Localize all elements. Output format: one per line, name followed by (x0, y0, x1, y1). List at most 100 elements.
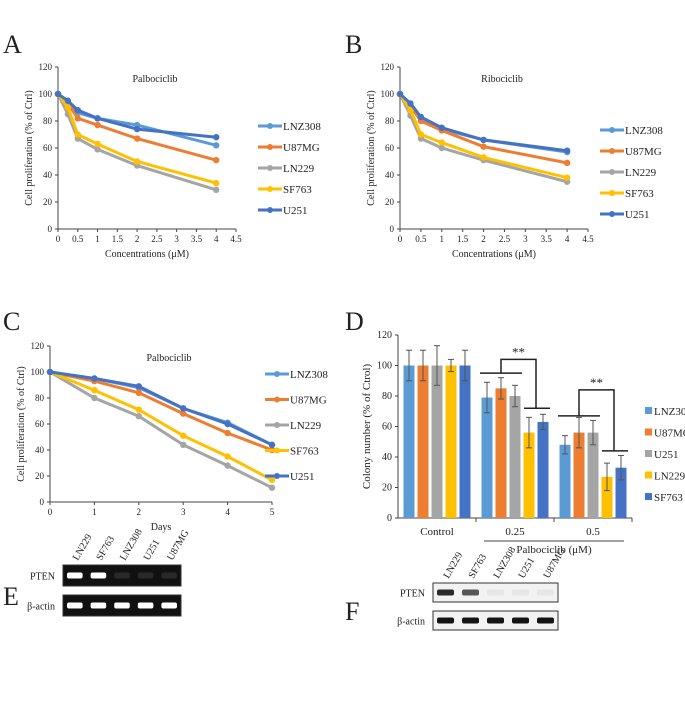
legend-marker (609, 169, 615, 175)
panel-label-A: A (3, 30, 22, 59)
x-axis-label: Palbociclib (μM) (516, 544, 592, 556)
data-point-LN229 (268, 484, 276, 491)
y-tick-label: 40 (35, 445, 45, 455)
x-tick-label: 3 (181, 507, 186, 517)
x-tick-label: 0 (56, 234, 61, 244)
bar-LN229-0.5 (601, 476, 613, 518)
legend-label-LN229: LN229 (290, 420, 322, 432)
y-tick-label: 20 (385, 197, 395, 207)
data-point-SF763 (438, 139, 445, 146)
data-point-SF763 (407, 107, 414, 114)
data-point-SF763 (64, 104, 72, 111)
data-point-U251 (54, 90, 62, 98)
x-tick-label: 0.5 (72, 234, 84, 244)
legend-label-LNZ308: LNZ308 (654, 406, 685, 418)
bar-U251-Control (431, 365, 443, 518)
data-point-U87MG (133, 135, 141, 142)
legend-label-U251: U251 (290, 471, 314, 483)
data-point-U251 (407, 100, 414, 107)
x-tick-label: 5 (270, 507, 275, 517)
data-point-SF763 (180, 432, 187, 439)
data-point-SF763 (133, 158, 141, 165)
band (537, 589, 554, 596)
band (161, 572, 177, 579)
band (462, 589, 479, 596)
bar-LNZ308-0.25 (481, 397, 493, 518)
data-point-SF763 (91, 387, 98, 394)
y-tick-label: 100 (39, 89, 53, 99)
data-point-LN229 (135, 413, 142, 420)
band (512, 617, 529, 624)
x-tick-label: 2.5 (151, 234, 163, 244)
chart-B: 0 20 40 60 80 100 120 0 0.5 1 1.5 2 2.5 3 3.5 4 4.5 Riboc… (366, 62, 663, 260)
lane-label: SF763 (467, 552, 490, 580)
legend-marker (274, 422, 280, 428)
x-tick-label: 2 (135, 234, 140, 244)
y-tick-label: 80 (382, 391, 392, 402)
y-tick-label: 60 (385, 143, 395, 153)
series-line-U87MG (398, 93, 568, 165)
blot-row-PTEN (432, 582, 559, 603)
y-tick-label: 0 (387, 513, 392, 524)
legend-marker (609, 211, 615, 217)
lane-label: U251 (517, 556, 538, 581)
y-axis-label: Cell proliferation (% of Ctrl) (366, 90, 377, 206)
significance-bracket (578, 389, 615, 451)
significance-bracket (500, 358, 537, 409)
bar-LN229-Control (445, 365, 457, 518)
blot-row-PTEN (62, 564, 182, 587)
band (487, 589, 504, 596)
legend-label-U251: U251 (625, 209, 649, 221)
category-label: 0.5 (586, 526, 600, 538)
legend-label-LNZ308: LNZ308 (283, 121, 321, 133)
data-point-SF763 (74, 131, 81, 138)
x-axis-label: Days (151, 522, 172, 533)
band (437, 589, 454, 596)
bar-U251-0.25 (509, 396, 521, 518)
legend-label-LNZ308: LNZ308 (290, 369, 328, 381)
band (137, 602, 154, 609)
band (90, 602, 107, 609)
significance-label: ** (590, 375, 603, 390)
category-label: Control (420, 526, 454, 538)
legend-marker (274, 473, 280, 479)
legend-label-U251: U251 (654, 449, 678, 461)
data-point-U251 (180, 405, 187, 412)
bar-SF763-0.25 (537, 421, 549, 518)
y-tick-label: 40 (382, 452, 392, 463)
data-point-U251 (438, 124, 445, 131)
x-tick-label: 1.5 (112, 234, 124, 244)
y-tick-label: 120 (39, 62, 53, 72)
row-label: β-actin (397, 617, 425, 628)
row-label: PTEN (30, 572, 55, 583)
legend-marker (274, 447, 280, 454)
x-tick-label: 4.5 (230, 234, 242, 244)
band (462, 617, 479, 624)
x-tick-label: 2.5 (499, 234, 511, 244)
y-tick-label: 60 (382, 422, 392, 433)
band (137, 572, 154, 579)
x-tick-label: 4 (225, 507, 230, 517)
legend-marker (267, 207, 273, 213)
y-tick-label: 100 (377, 361, 392, 372)
x-tick-label: 2 (137, 507, 142, 517)
data-point-U251 (480, 136, 487, 144)
bar-SF763-Control (459, 365, 471, 518)
data-point-SF763 (480, 154, 487, 161)
x-tick-label: 3 (523, 234, 528, 244)
data-point-LN229 (91, 394, 98, 402)
data-point-LN229 (180, 441, 187, 448)
x-tick-label: 0.5 (415, 234, 427, 244)
band (537, 617, 554, 624)
x-tick-label: 1 (92, 507, 97, 517)
x-tick-label: 1 (95, 234, 100, 244)
x-tick-label: 4 (565, 234, 570, 244)
data-point-SF763 (224, 453, 231, 460)
y-tick-label: 80 (35, 393, 45, 403)
series-line-LN229 (56, 93, 217, 192)
legend-label-SF763: SF763 (625, 188, 654, 200)
x-tick-label: 4 (214, 234, 219, 244)
y-tick-label: 60 (43, 143, 53, 153)
x-tick-label: 0 (48, 507, 53, 517)
